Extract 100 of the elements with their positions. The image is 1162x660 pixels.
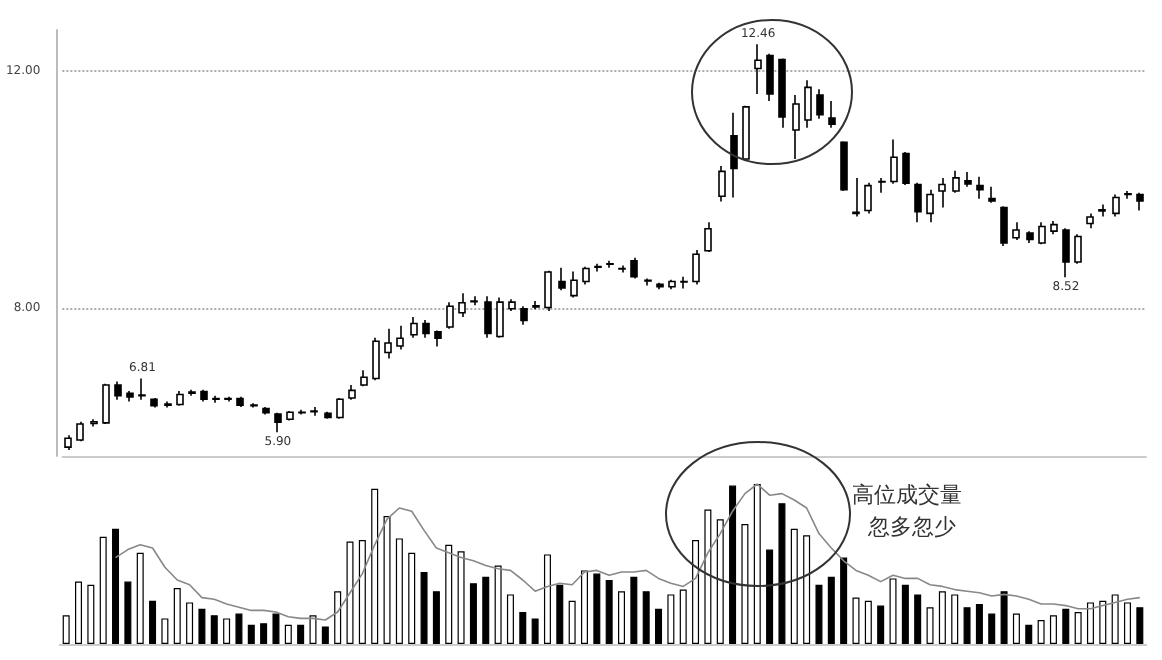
bar — [260, 623, 268, 644]
candlestick — [582, 265, 590, 286]
bar — [667, 594, 675, 644]
bar — [531, 618, 539, 644]
candlestick — [656, 281, 664, 290]
bar — [395, 538, 403, 644]
bar — [605, 580, 613, 644]
bar — [864, 600, 872, 644]
annotation: 忽多忽少 — [866, 514, 956, 540]
candlestick — [236, 396, 244, 408]
candlestick — [766, 52, 774, 102]
candlestick — [878, 177, 886, 194]
bar — [1025, 624, 1033, 644]
candlestick — [188, 388, 196, 397]
bar — [901, 584, 909, 644]
bar — [161, 618, 169, 644]
bar — [840, 557, 848, 644]
candlestick — [410, 316, 418, 339]
bar — [951, 594, 959, 644]
candlestick — [618, 264, 626, 274]
bar — [358, 540, 366, 644]
candlestick — [384, 327, 392, 360]
bar — [815, 584, 823, 644]
candlestick — [484, 295, 492, 339]
bar — [827, 576, 835, 644]
bar — [506, 594, 514, 644]
candlestick — [804, 79, 812, 129]
bar — [1012, 613, 1020, 644]
bar — [889, 578, 897, 644]
candlestick — [422, 319, 430, 339]
bar — [938, 591, 946, 644]
bar — [877, 605, 885, 644]
candlestick — [250, 402, 258, 409]
bar — [618, 591, 626, 644]
bar — [346, 541, 354, 644]
candlestick — [1098, 203, 1106, 218]
candlestick — [852, 177, 860, 218]
candlestick — [114, 380, 122, 401]
bar — [543, 554, 551, 644]
candlestick — [1000, 205, 1008, 247]
bar — [593, 573, 601, 644]
candlestick — [976, 175, 984, 200]
bar — [988, 613, 996, 644]
bar — [420, 572, 428, 644]
candlestick — [952, 170, 960, 194]
bar — [704, 509, 712, 644]
bar — [1049, 615, 1057, 644]
bar — [469, 583, 477, 644]
bar — [716, 519, 724, 644]
bar — [408, 552, 416, 644]
bar — [432, 591, 440, 644]
candlestick — [102, 383, 110, 425]
candlestick — [902, 151, 910, 186]
bar — [482, 576, 490, 644]
bar — [445, 544, 453, 644]
bar — [457, 551, 465, 644]
bar — [136, 552, 144, 644]
bar — [272, 613, 280, 644]
bar — [963, 607, 971, 644]
candlestick — [446, 301, 454, 330]
candlestick — [1086, 212, 1094, 230]
bar — [729, 485, 737, 644]
candlestick — [396, 325, 404, 351]
candlestick — [754, 43, 762, 95]
candlestick — [508, 298, 516, 312]
candlestick — [520, 305, 528, 326]
candlestick — [126, 390, 134, 403]
bar — [630, 576, 638, 644]
bar — [1111, 594, 1119, 644]
candlestick — [644, 277, 652, 287]
candlestick — [1038, 221, 1046, 245]
bar — [1062, 608, 1070, 644]
bar — [309, 615, 317, 644]
bar — [62, 615, 70, 644]
candlestick — [544, 270, 552, 312]
bar — [87, 584, 95, 644]
candlestick — [458, 292, 466, 318]
candlestick — [594, 262, 602, 273]
bar — [284, 624, 292, 644]
bar — [124, 581, 132, 644]
candlestick — [532, 300, 540, 311]
candlestick — [704, 221, 712, 253]
bar — [642, 591, 650, 644]
candlestick — [434, 329, 442, 348]
candlestick — [274, 412, 282, 434]
candlestick — [224, 396, 232, 403]
candlestick — [298, 409, 306, 416]
candlestick — [792, 94, 800, 160]
candlestick — [212, 394, 220, 404]
bar — [186, 602, 194, 644]
candlestick — [890, 138, 898, 185]
candlestick — [692, 249, 700, 286]
candlestick — [718, 165, 726, 203]
candlestick — [570, 270, 578, 299]
bar — [914, 594, 922, 644]
candlestick — [778, 57, 786, 129]
bar — [1074, 612, 1082, 644]
candlestick — [742, 104, 750, 161]
candlestick — [964, 171, 972, 188]
bar — [99, 536, 107, 644]
